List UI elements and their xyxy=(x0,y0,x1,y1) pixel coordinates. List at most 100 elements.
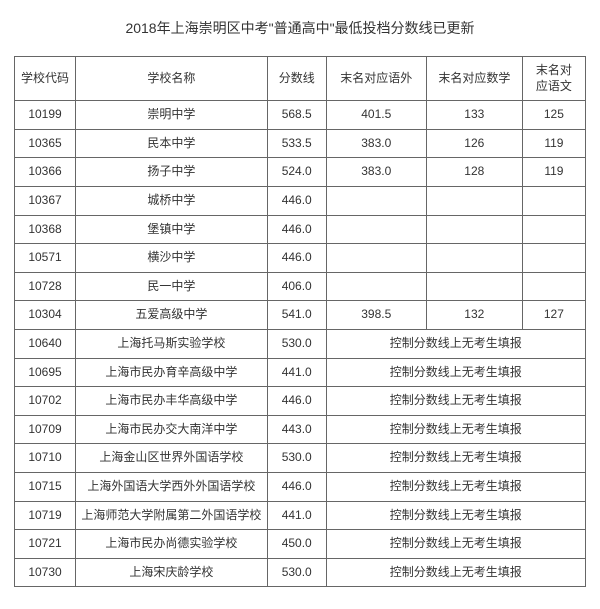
cell-c: 119 xyxy=(522,158,585,187)
col-c: 末名对 应语文 xyxy=(522,57,585,101)
cell-score: 524.0 xyxy=(267,158,326,187)
cell-score: 446.0 xyxy=(267,244,326,273)
table-row: 10721上海市民办尚德实验学校450.0控制分数线上无考生填报 xyxy=(15,530,586,559)
cell-code: 10719 xyxy=(15,501,76,530)
cell-b xyxy=(426,244,522,273)
cell-b: 133 xyxy=(426,101,522,130)
cell-note: 控制分数线上无考生填报 xyxy=(326,415,585,444)
cell-b: 128 xyxy=(426,158,522,187)
page-title: 2018年上海崇明区中考"普通高中"最低投档分数线已更新 xyxy=(14,18,586,38)
cell-score: 406.0 xyxy=(267,272,326,301)
cell-name: 上海师范大学附属第二外国语学校 xyxy=(76,501,268,530)
cell-name: 上海托马斯实验学校 xyxy=(76,329,268,358)
cell-name: 横沙中学 xyxy=(76,244,268,273)
table-row: 10367城桥中学446.0 xyxy=(15,186,586,215)
cell-score: 441.0 xyxy=(267,358,326,387)
cell-code: 10721 xyxy=(15,530,76,559)
cell-a: 401.5 xyxy=(326,101,426,130)
cell-code: 10728 xyxy=(15,272,76,301)
cell-note: 控制分数线上无考生填报 xyxy=(326,501,585,530)
cell-code: 10710 xyxy=(15,444,76,473)
table-row: 10366扬子中学524.0383.0128119 xyxy=(15,158,586,187)
cell-name: 上海市民办丰华高级中学 xyxy=(76,387,268,416)
cell-score: 530.0 xyxy=(267,329,326,358)
cell-score: 446.0 xyxy=(267,472,326,501)
score-table: 学校代码 学校名称 分数线 末名对应语外 末名对应数学 末名对 应语文 1019… xyxy=(14,56,586,587)
cell-c xyxy=(522,272,585,301)
col-name: 学校名称 xyxy=(76,57,268,101)
cell-score: 533.5 xyxy=(267,129,326,158)
cell-code: 10709 xyxy=(15,415,76,444)
cell-code: 10366 xyxy=(15,158,76,187)
cell-note: 控制分数线上无考生填报 xyxy=(326,444,585,473)
cell-score: 530.0 xyxy=(267,558,326,587)
cell-code: 10571 xyxy=(15,244,76,273)
cell-note: 控制分数线上无考生填报 xyxy=(326,530,585,559)
table-row: 10571横沙中学446.0 xyxy=(15,244,586,273)
cell-name: 上海宋庆龄学校 xyxy=(76,558,268,587)
cell-c xyxy=(522,186,585,215)
cell-a xyxy=(326,215,426,244)
cell-c xyxy=(522,244,585,273)
cell-note: 控制分数线上无考生填报 xyxy=(326,558,585,587)
cell-code: 10640 xyxy=(15,329,76,358)
cell-code: 10367 xyxy=(15,186,76,215)
table-row: 10368堡镇中学446.0 xyxy=(15,215,586,244)
table-row: 10715上海外国语大学西外外国语学校446.0控制分数线上无考生填报 xyxy=(15,472,586,501)
cell-name: 崇明中学 xyxy=(76,101,268,130)
cell-name: 上海市民办尚德实验学校 xyxy=(76,530,268,559)
cell-b: 132 xyxy=(426,301,522,330)
cell-c: 127 xyxy=(522,301,585,330)
cell-code: 10715 xyxy=(15,472,76,501)
table-row: 10730上海宋庆龄学校530.0控制分数线上无考生填报 xyxy=(15,558,586,587)
cell-c xyxy=(522,215,585,244)
cell-note: 控制分数线上无考生填报 xyxy=(326,387,585,416)
cell-name: 城桥中学 xyxy=(76,186,268,215)
cell-name: 堡镇中学 xyxy=(76,215,268,244)
cell-code: 10730 xyxy=(15,558,76,587)
cell-score: 446.0 xyxy=(267,215,326,244)
table-row: 10199崇明中学568.5401.5133125 xyxy=(15,101,586,130)
cell-note: 控制分数线上无考生填报 xyxy=(326,472,585,501)
table-row: 10719上海师范大学附属第二外国语学校441.0控制分数线上无考生填报 xyxy=(15,501,586,530)
cell-code: 10365 xyxy=(15,129,76,158)
col-a: 末名对应语外 xyxy=(326,57,426,101)
cell-name: 五爱高级中学 xyxy=(76,301,268,330)
cell-note: 控制分数线上无考生填报 xyxy=(326,358,585,387)
table-body: 10199崇明中学568.5401.513312510365民本中学533.53… xyxy=(15,101,586,587)
cell-code: 10304 xyxy=(15,301,76,330)
table-row: 10695上海市民办育辛高级中学441.0控制分数线上无考生填报 xyxy=(15,358,586,387)
cell-c: 119 xyxy=(522,129,585,158)
table-head: 学校代码 学校名称 分数线 末名对应语外 末名对应数学 末名对 应语文 xyxy=(15,57,586,101)
table-row: 10365民本中学533.5383.0126119 xyxy=(15,129,586,158)
cell-score: 568.5 xyxy=(267,101,326,130)
cell-code: 10702 xyxy=(15,387,76,416)
col-b: 末名对应数学 xyxy=(426,57,522,101)
table-row: 10710上海金山区世界外国语学校530.0控制分数线上无考生填报 xyxy=(15,444,586,473)
cell-a xyxy=(326,272,426,301)
table-row: 10728民一中学406.0 xyxy=(15,272,586,301)
cell-code: 10695 xyxy=(15,358,76,387)
cell-score: 441.0 xyxy=(267,501,326,530)
cell-code: 10199 xyxy=(15,101,76,130)
cell-b: 126 xyxy=(426,129,522,158)
cell-name: 民本中学 xyxy=(76,129,268,158)
cell-c: 125 xyxy=(522,101,585,130)
cell-note: 控制分数线上无考生填报 xyxy=(326,329,585,358)
cell-code: 10368 xyxy=(15,215,76,244)
cell-a: 383.0 xyxy=(326,158,426,187)
cell-name: 上海市民办育辛高级中学 xyxy=(76,358,268,387)
cell-name: 上海市民办交大南洋中学 xyxy=(76,415,268,444)
cell-name: 上海金山区世界外国语学校 xyxy=(76,444,268,473)
cell-a: 383.0 xyxy=(326,129,426,158)
col-code: 学校代码 xyxy=(15,57,76,101)
table-row: 10640上海托马斯实验学校530.0控制分数线上无考生填报 xyxy=(15,329,586,358)
cell-b xyxy=(426,186,522,215)
cell-a xyxy=(326,244,426,273)
cell-score: 446.0 xyxy=(267,387,326,416)
cell-name: 民一中学 xyxy=(76,272,268,301)
table-row: 10702上海市民办丰华高级中学446.0控制分数线上无考生填报 xyxy=(15,387,586,416)
cell-score: 443.0 xyxy=(267,415,326,444)
cell-b xyxy=(426,215,522,244)
cell-name: 上海外国语大学西外外国语学校 xyxy=(76,472,268,501)
